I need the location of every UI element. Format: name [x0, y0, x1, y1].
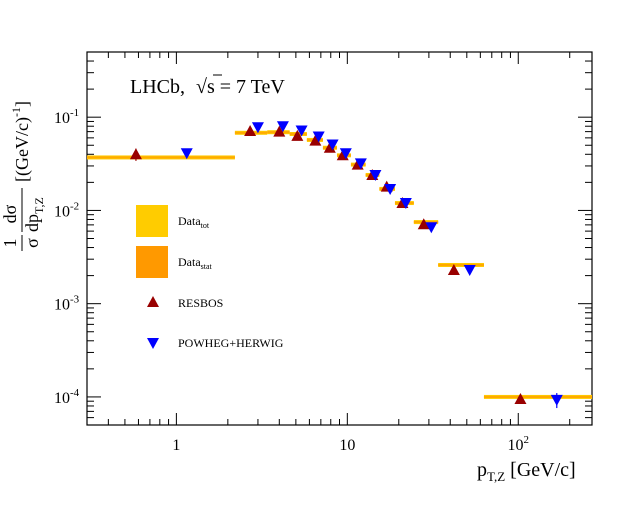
legend-box-tot	[136, 205, 168, 237]
ylabel-dp: dpT,Z	[22, 197, 46, 232]
axis-ticks: 1 10 102 10-4 10-3 10-2 10-1	[54, 51, 592, 454]
legend-marker-powheg	[147, 338, 159, 349]
powheg-point	[339, 148, 352, 160]
powheg-point	[251, 122, 264, 134]
resbos-point	[417, 218, 430, 230]
resbos-point	[291, 129, 304, 141]
model-markers	[129, 121, 563, 409]
title-experiment: LHCb,	[130, 76, 185, 98]
y-tick-label: 10-3	[54, 294, 80, 314]
powheg-point	[326, 139, 339, 151]
legend-label-powheg: POWHEG+HERWIG	[178, 336, 284, 350]
powheg-point	[369, 169, 382, 181]
powheg-point	[550, 394, 563, 406]
plot-frame	[86, 51, 593, 426]
x-tick-label: 10	[339, 437, 355, 454]
resbos-point	[514, 393, 527, 405]
y-tick-label: 10-2	[54, 200, 79, 220]
powheg-point	[463, 264, 476, 276]
powheg-point	[354, 158, 367, 170]
title-sqrt: √	[196, 76, 207, 98]
ylabel-unit: [(GeV/c)-1]	[9, 101, 33, 182]
resbos-point	[309, 134, 322, 146]
powheg-point	[312, 131, 325, 143]
powheg-point	[180, 148, 193, 160]
x-tick-label: 102	[508, 434, 530, 454]
resbos-point	[447, 263, 460, 275]
legend-label-resbos: RESBOS	[178, 296, 223, 310]
powheg-point	[384, 183, 397, 195]
title-energy: s = 7 TeV	[207, 76, 285, 98]
ylabel-dsigma: dσ	[0, 204, 20, 223]
legend: Datatot Datastat RESBOS POWHEG+HERWIG	[136, 205, 284, 350]
resbos-point	[273, 125, 286, 137]
chart-title: LHCb, √s = 7 TeV	[130, 76, 285, 98]
legend-marker-resbos	[147, 296, 159, 307]
ylabel-one: 1	[0, 239, 20, 248]
powheg-point	[276, 121, 289, 133]
ylabel-sigma: σ	[22, 238, 42, 248]
powheg-point	[399, 198, 412, 210]
legend-label-tot: Datatot	[178, 214, 210, 230]
powheg-point	[295, 125, 308, 137]
y-axis-label: 1 σ dσ dpT,Z [(GeV/c)-1]	[0, 101, 46, 251]
x-axis-label: pT,Z [GeV/c]	[477, 459, 576, 484]
y-tick-label: 10-4	[54, 387, 80, 407]
legend-box-stat	[136, 246, 168, 278]
resbos-point	[244, 125, 257, 137]
x-tick-label: 1	[172, 437, 180, 454]
y-tick-label: 10-1	[54, 107, 79, 127]
resbos-point	[129, 148, 142, 160]
legend-label-stat: Datastat	[178, 255, 213, 271]
powheg-point	[425, 222, 438, 234]
